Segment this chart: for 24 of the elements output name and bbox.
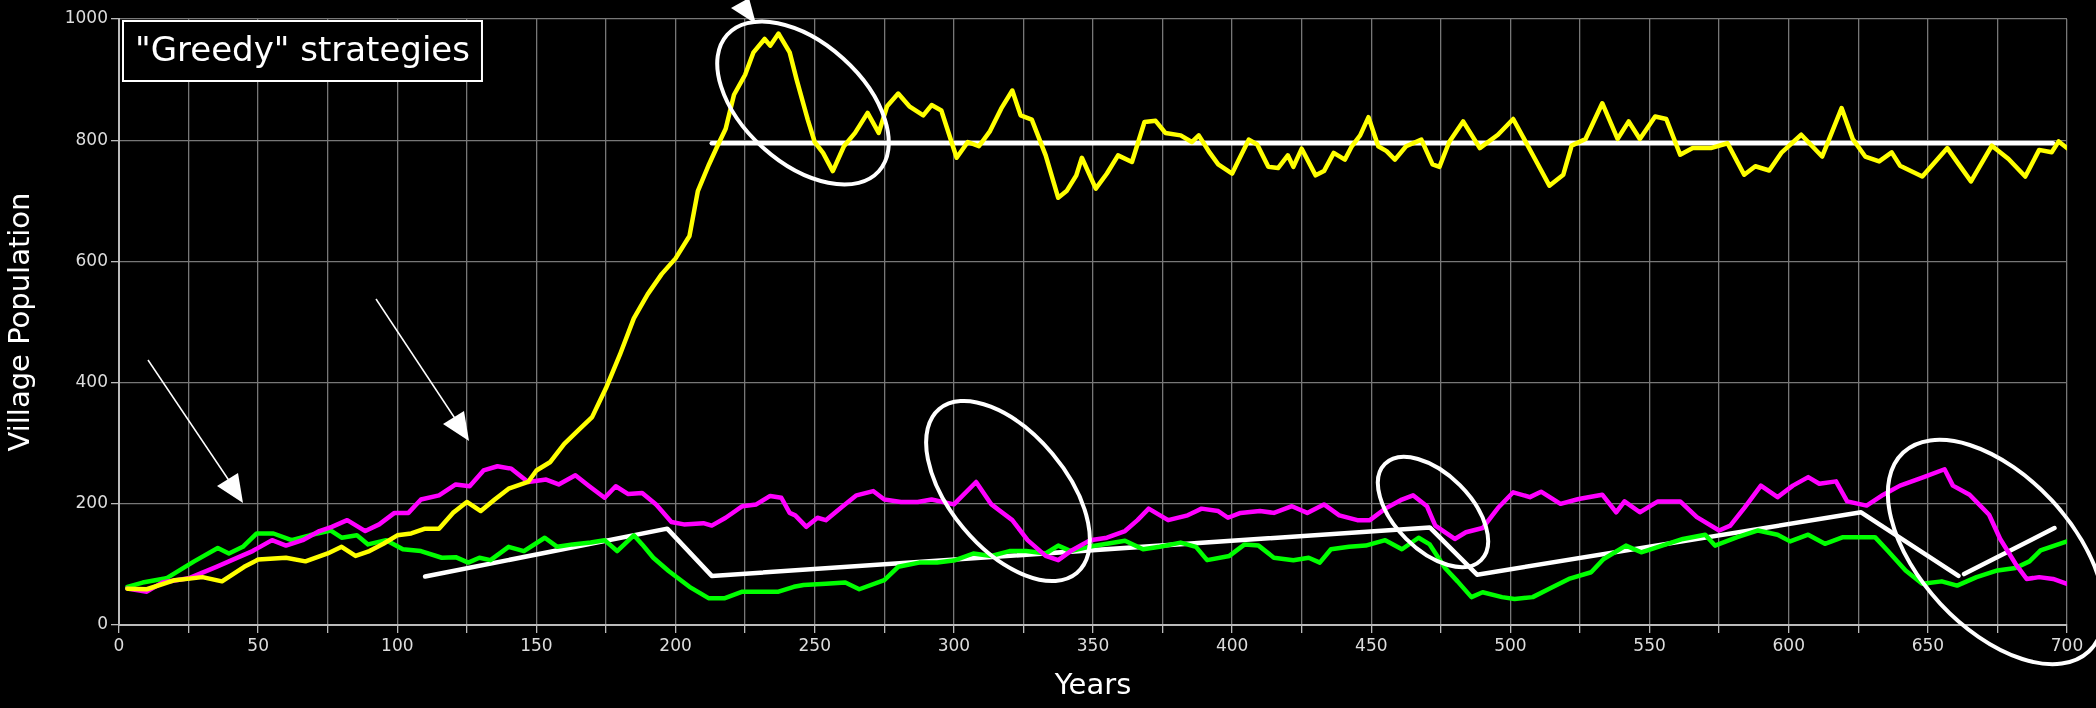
x-tick-label: 400 bbox=[1215, 634, 1249, 655]
x-axis-title: Years bbox=[1053, 667, 1132, 702]
x-tick-label: 650 bbox=[1911, 634, 1945, 655]
x-tick-label: 600 bbox=[1772, 634, 1805, 655]
x-tick-label: 150 bbox=[520, 634, 553, 655]
y-tick-label: 400 bbox=[75, 371, 108, 392]
x-tick-label: 700 bbox=[2050, 634, 2084, 655]
x-tick-label: 350 bbox=[1076, 634, 1110, 655]
y-tick-label: 0 bbox=[97, 613, 108, 634]
x-tick-label: 250 bbox=[798, 634, 831, 655]
x-tick-label: 450 bbox=[1355, 634, 1388, 655]
y-tick-label: 200 bbox=[75, 492, 108, 513]
x-tick-label: 100 bbox=[381, 634, 414, 655]
x-tick-label: 300 bbox=[937, 634, 971, 655]
y-axis-title: Village Population bbox=[1, 192, 36, 452]
x-tick-label: 550 bbox=[1633, 634, 1666, 655]
y-tick-label: 800 bbox=[75, 128, 108, 149]
y-tick-label: 1000 bbox=[64, 7, 108, 28]
x-tick-label: 500 bbox=[1494, 634, 1527, 655]
chart-title: "Greedy" strategies bbox=[135, 28, 470, 69]
x-tick-label: 0 bbox=[113, 634, 125, 655]
x-tick-label: 50 bbox=[247, 634, 269, 655]
y-tick-label: 600 bbox=[75, 249, 108, 270]
x-tick-label: 200 bbox=[659, 634, 692, 655]
